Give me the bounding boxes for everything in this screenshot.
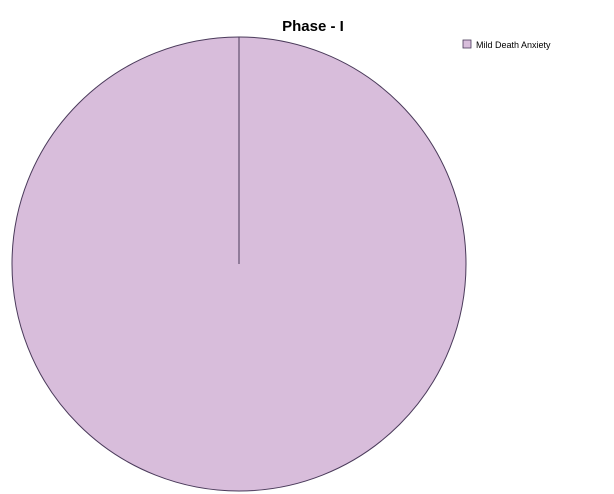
chart-title: Phase - I (282, 18, 344, 35)
legend: Mild Death Anxiety (462, 39, 551, 50)
legend-label-mild-death-anxiety: Mild Death Anxiety (476, 40, 551, 50)
legend-swatch-mild-death-anxiety (462, 39, 472, 49)
pie-slices (11, 36, 467, 492)
